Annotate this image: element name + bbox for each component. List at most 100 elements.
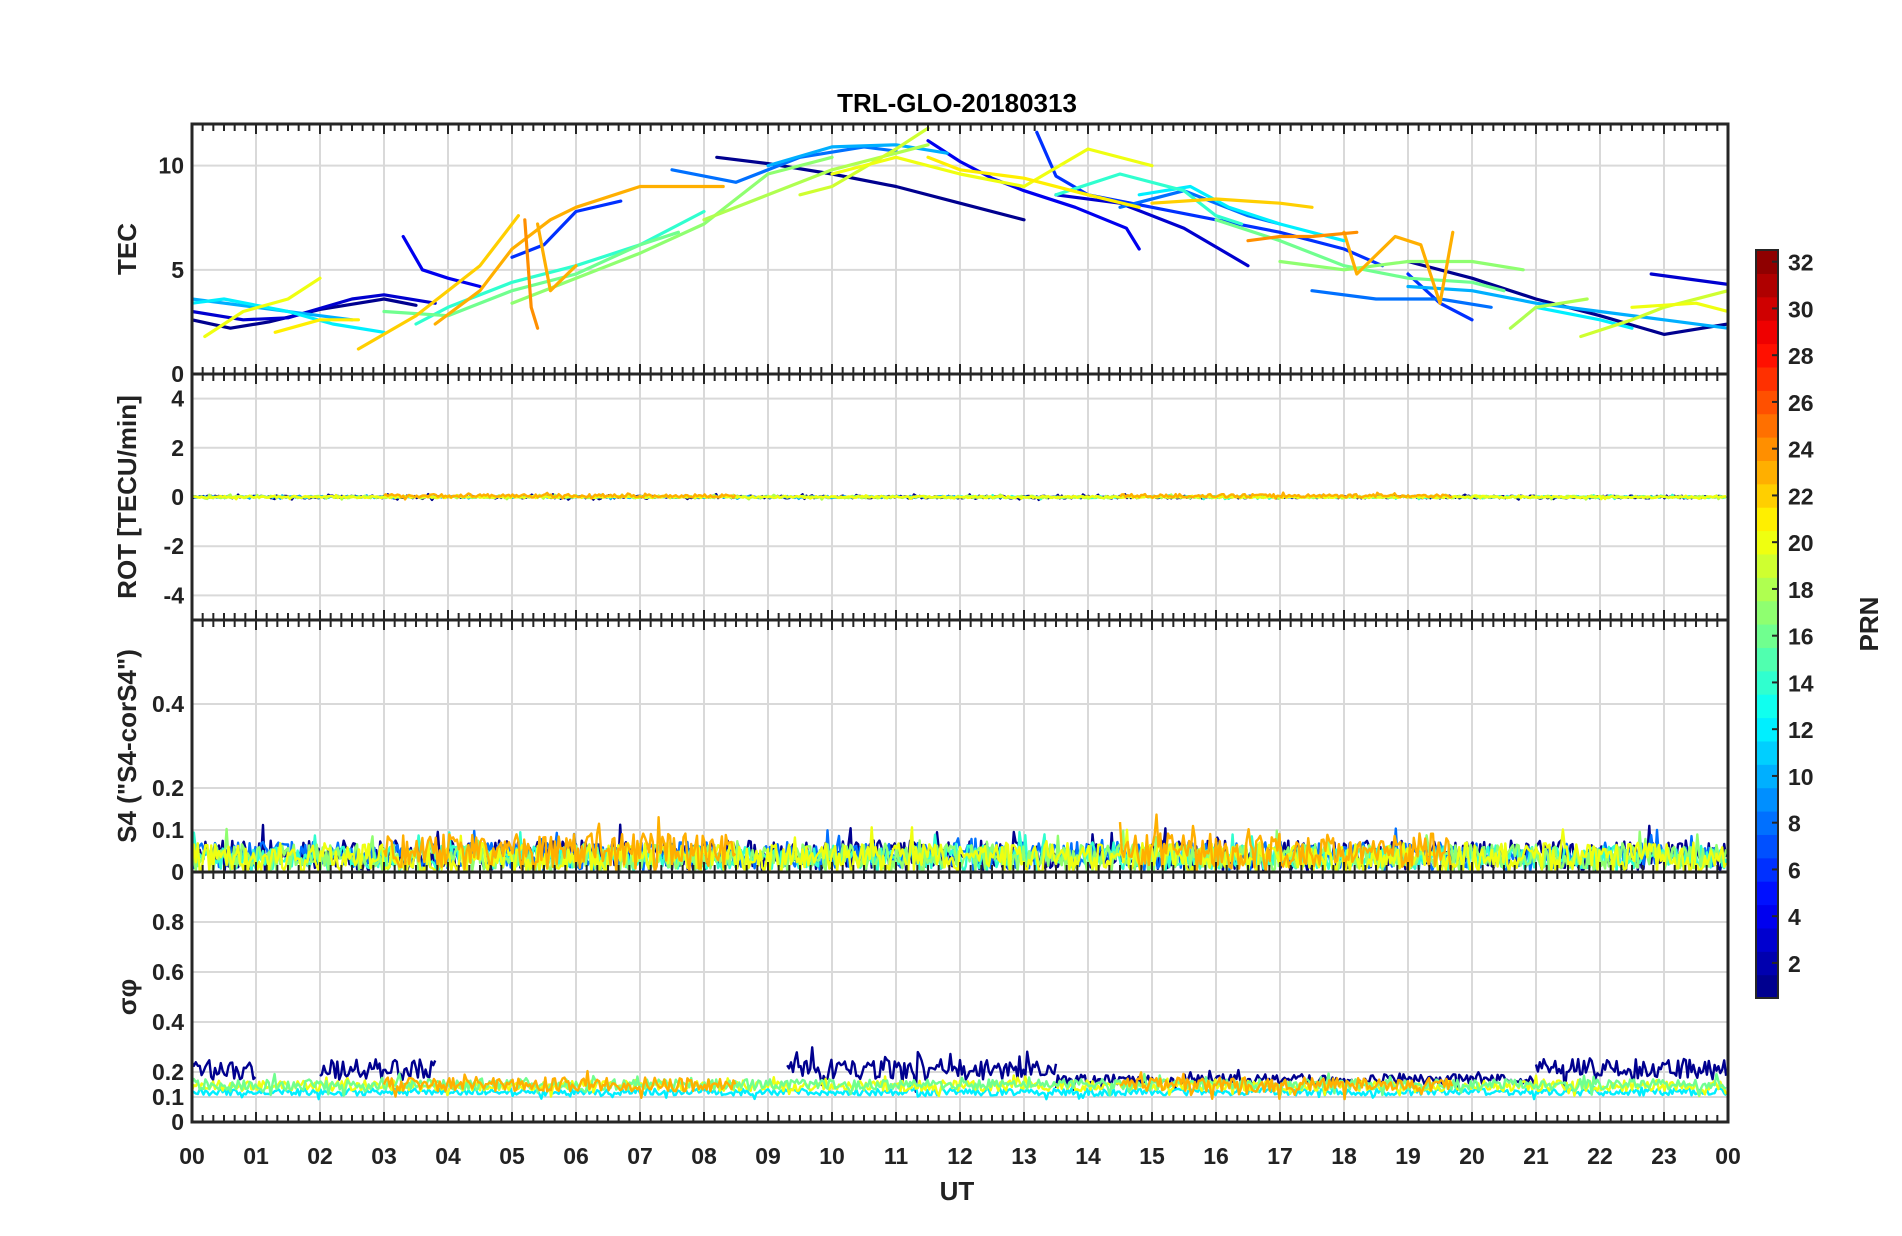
colorbar-tick-label: 2 xyxy=(1788,951,1801,977)
colorbar-swatch xyxy=(1756,904,1778,929)
panel-sigma-y-tick-label: 0.1 xyxy=(152,1084,184,1110)
colorbar-tick-label: 10 xyxy=(1788,764,1814,790)
colorbar-swatch xyxy=(1756,390,1778,415)
colorbar-tick-label: 32 xyxy=(1788,250,1814,276)
series-prn-4 xyxy=(926,139,1141,251)
series-prn-1 xyxy=(786,1046,1058,1093)
colorbar-swatch xyxy=(1756,413,1778,438)
series-prn-23 xyxy=(1342,230,1455,305)
colorbar-tick-label: 12 xyxy=(1788,717,1814,743)
panel-rot-y-tick-label: 4 xyxy=(171,386,184,412)
series-prn-14 xyxy=(1054,172,1244,226)
colorbar-swatch xyxy=(1756,366,1778,391)
colorbar-swatch xyxy=(1756,273,1778,298)
colorbar-swatch xyxy=(1756,740,1778,765)
series-prn-24 xyxy=(1246,230,1359,243)
colorbar-swatch xyxy=(1756,927,1778,952)
panel-s4-y-tick-label: 0 xyxy=(171,859,184,885)
series-prn-10 xyxy=(1406,284,1728,330)
colorbar-swatch xyxy=(1756,483,1778,508)
panel-s4-y-tick-label: 0.2 xyxy=(152,775,184,801)
panel-tec-y-tick-label: 0 xyxy=(171,361,184,387)
series-prn-12 xyxy=(1534,305,1634,330)
series-prn-23 xyxy=(1119,491,1453,500)
series-prn-16 xyxy=(382,230,680,318)
series-prn-1 xyxy=(715,155,1026,222)
x-tick-label: 01 xyxy=(243,1143,269,1169)
x-axis-ticks: 00 01 02 03 04 05 06 07 08 09 10 11 12 13 14 15 16 17 18 19… xyxy=(179,1143,1741,1169)
colorbar-tick-label: 6 xyxy=(1788,857,1801,883)
x-tick-label: 05 xyxy=(499,1143,525,1169)
x-tick-label: 08 xyxy=(691,1143,717,1169)
series-prn-14 xyxy=(414,209,706,326)
colorbar-swatch xyxy=(1756,670,1778,695)
series-prn-21 xyxy=(926,155,1141,209)
panel-tec-y-axis-label: TEC xyxy=(112,223,142,275)
series-prn-23 xyxy=(382,816,737,872)
x-tick-label: 09 xyxy=(755,1143,781,1169)
series-prn-8 xyxy=(1310,289,1493,309)
colorbar-swatch xyxy=(1756,507,1778,532)
colorbar-swatch xyxy=(1756,974,1778,999)
x-tick-label: 23 xyxy=(1651,1143,1677,1169)
series-prn-4 xyxy=(401,234,482,289)
series-prn-17 xyxy=(1278,259,1525,272)
x-tick-label: 17 xyxy=(1267,1143,1293,1169)
panel-sigma-y-tick-label: 0.2 xyxy=(152,1059,184,1085)
panel-rot-data xyxy=(192,491,1727,502)
series-prn-20 xyxy=(1630,301,1728,314)
series-prn-17 xyxy=(510,155,834,305)
series-prn-23 xyxy=(433,184,725,326)
colorbar-swatch xyxy=(1756,577,1778,602)
colorbar-swatch xyxy=(1756,881,1778,906)
colorbar-tick-label: 22 xyxy=(1788,483,1814,509)
panel-tec-y-tick-label: 5 xyxy=(171,257,184,283)
x-tick-label: 18 xyxy=(1331,1143,1357,1169)
colorbar-tick-label: 4 xyxy=(1788,904,1801,930)
panel-s4-tick-marks xyxy=(191,620,1729,872)
colorbar-swatch xyxy=(1756,647,1778,672)
colorbar-tick-label: 8 xyxy=(1788,811,1801,837)
colorbar-swatch xyxy=(1756,343,1778,368)
colorbar-swatch xyxy=(1756,250,1778,274)
series-prn-3 xyxy=(1054,193,1250,268)
series-prn-23 xyxy=(1118,813,1454,872)
colorbar-tick-label: 30 xyxy=(1788,296,1814,322)
panel-s4-y-axis-label: S4 ("S4-corS4") xyxy=(112,649,142,843)
x-axis-label: UT xyxy=(940,1176,975,1206)
colorbar-tick-label: 18 xyxy=(1788,577,1814,603)
x-tick-label: 19 xyxy=(1395,1143,1421,1169)
colorbar-swatch xyxy=(1756,530,1778,555)
x-tick-label: 02 xyxy=(307,1143,333,1169)
colorbar-swatch xyxy=(1756,764,1778,789)
series-prn-22 xyxy=(356,214,520,351)
colorbar-swatch xyxy=(1756,296,1778,321)
series-prn-1 xyxy=(1534,1057,1728,1093)
series-prn-1 xyxy=(319,1058,437,1081)
colorbar-swatch xyxy=(1756,600,1778,625)
colorbar-tick-label: 16 xyxy=(1788,624,1814,650)
x-tick-label: 12 xyxy=(947,1143,973,1169)
colorbar-swatch xyxy=(1756,811,1778,835)
series-prn-23 xyxy=(383,491,737,501)
panel-sigma-y-tick-label: 0.8 xyxy=(152,909,184,935)
series-prn-18 xyxy=(1508,297,1589,330)
panel-sigma-y-tick-label: 0.6 xyxy=(152,959,184,985)
panel-s4-y-tick-label: 0.4 xyxy=(152,691,184,717)
panel-rot: -4 -2 0 2 4 ROT [TECU/min] xyxy=(112,372,1730,622)
x-tick-label: 07 xyxy=(627,1143,653,1169)
colorbar-swatch xyxy=(1756,694,1778,719)
series-prn-20 xyxy=(203,276,322,339)
series-prn-20 xyxy=(830,147,1154,189)
colorbar-swatch xyxy=(1756,787,1778,812)
panel-sigma-y-tick-label: 0 xyxy=(171,1109,184,1135)
colorbar-tick-label: 14 xyxy=(1788,670,1814,696)
x-tick-label: 00 xyxy=(179,1143,205,1169)
chart-title: TRL-GLO-20180313 xyxy=(837,88,1077,118)
panel-tec-y-tick-label: 10 xyxy=(158,153,184,179)
panel-sigma-data xyxy=(192,1046,1728,1101)
series-prn-23 xyxy=(382,1069,737,1099)
colorbar-swatch xyxy=(1756,717,1778,742)
